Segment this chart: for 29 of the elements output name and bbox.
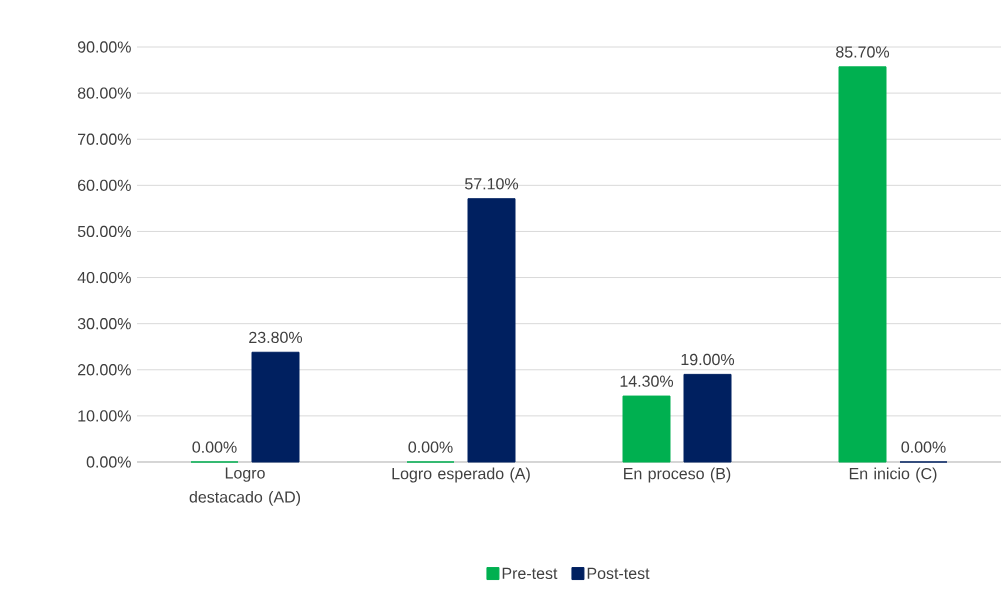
y-tick-label: 20.00% <box>78 364 131 376</box>
y-tick-label: 80.00% <box>77 87 131 99</box>
legend-label: Post-test <box>587 567 650 580</box>
bar <box>838 66 887 463</box>
y-tick-label: 40.00% <box>77 271 131 284</box>
bar <box>622 395 671 463</box>
x-tick-label: En proceso (B) <box>624 467 731 483</box>
y-tick-label: 10.00% <box>78 410 131 422</box>
y-tick-label: 90.00% <box>77 41 131 53</box>
x-tick-label: Logro esperado (A) <box>392 467 530 483</box>
data-label: 0.00% <box>408 441 453 453</box>
y-tick-label: 0.00% <box>86 456 131 468</box>
data-label: 23.80% <box>249 331 303 344</box>
data-label: 0.00% <box>192 441 237 453</box>
bar <box>251 351 300 463</box>
y-tick-label: 70.00% <box>78 133 131 145</box>
data-label: 0.00% <box>901 441 946 453</box>
data-label: 19.00% <box>681 353 735 366</box>
data-label: 85.70% <box>836 46 890 58</box>
y-tick-label: 50.00% <box>77 225 131 238</box>
y-tick-label: 60.00% <box>78 179 131 191</box>
x-tick-label: En inicio (C) <box>849 467 937 483</box>
bar <box>467 198 516 463</box>
bar <box>683 373 732 463</box>
y-tick-label: 30.00% <box>77 318 131 330</box>
data-label: 14.30% <box>620 375 674 387</box>
legend-label: Pre-test <box>502 567 558 580</box>
x-tick-label: Logro destacado (AD) <box>189 467 301 506</box>
data-label: 57.10% <box>465 178 519 190</box>
